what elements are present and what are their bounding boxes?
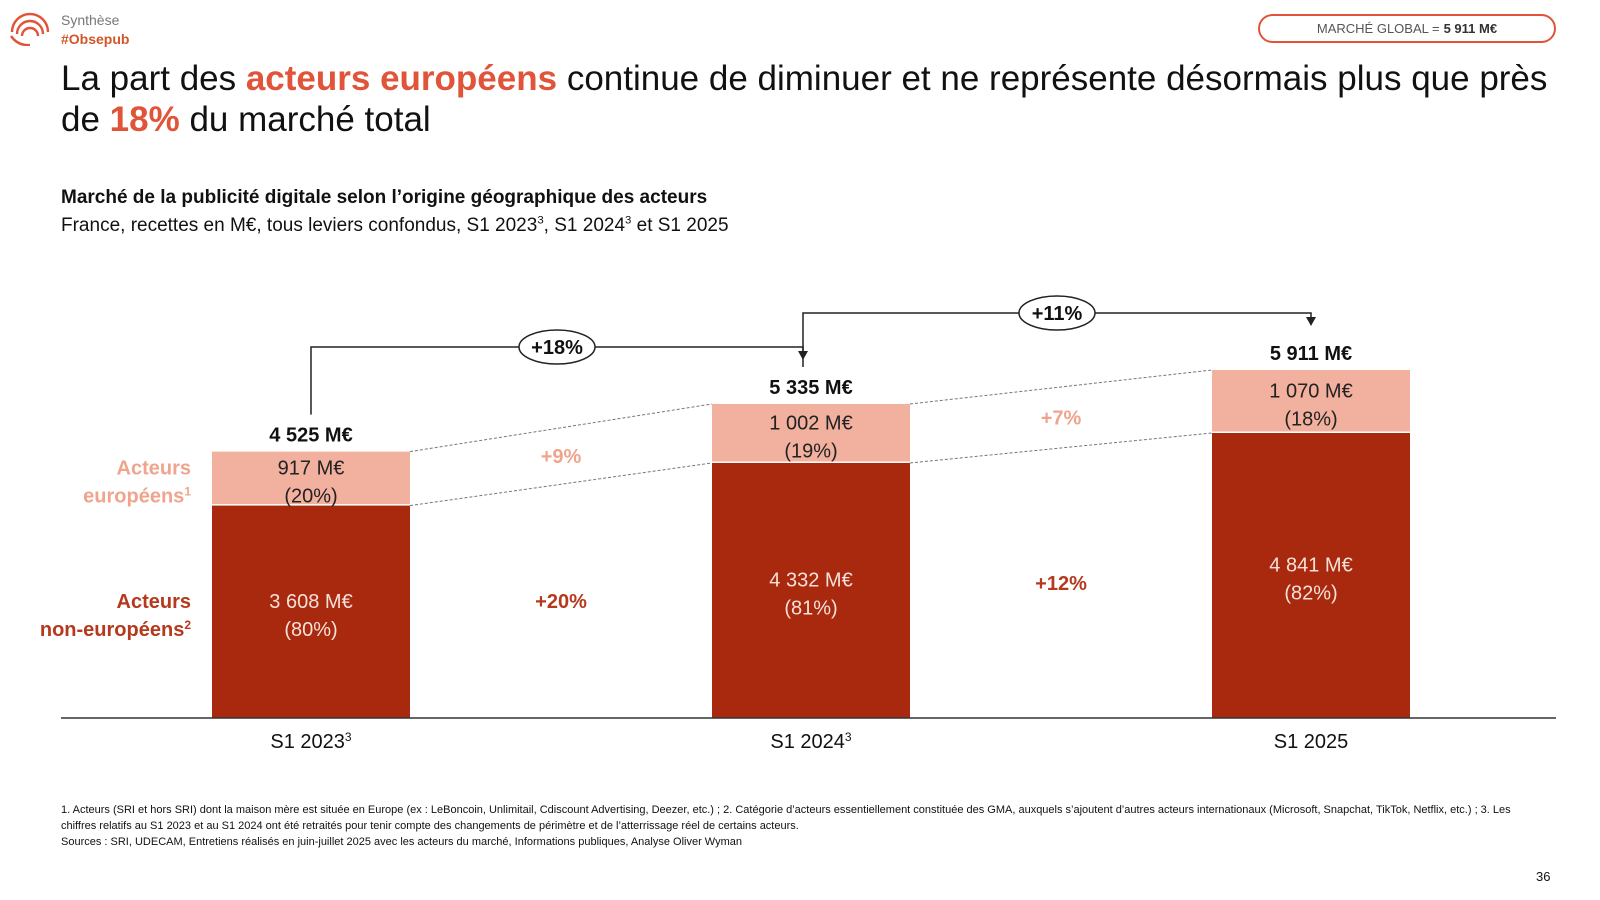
legend-non-european-label: non-européens2 [40,618,191,641]
caption-sup-2: 3 [625,214,632,227]
title-part-3: du marché total [179,100,431,139]
global-market-badge: MARCHÉ GLOBAL = 5 911 M€ [1258,14,1556,43]
non-european-share-label: (82%) [1284,582,1337,604]
non-european-value-label: 4 841 M€ [1269,554,1352,576]
bar-non-european-1 [212,505,410,718]
bar-non-european-2 [712,462,910,718]
european-share-label: (20%) [284,486,337,508]
badge-prefix: MARCHÉ GLOBAL = [1316,21,1440,36]
footnote-text: 1. Acteurs (SRI et hors SRI) dont la mai… [61,804,1511,832]
bar-european-2 [712,403,910,462]
sources-text: Sources : SRI, UDECAM, Entretiens réalis… [61,836,742,848]
growth-total-oval [1018,295,1096,331]
connector-european-top [409,403,713,453]
european-share-label: (18%) [1284,408,1337,430]
title-highlight-european: acteurs européens [245,59,558,98]
bar-european-1 [212,451,410,505]
connector-european-top [909,369,1213,405]
title-part-1: La part des [61,59,246,98]
caption-sup-1: 3 [537,214,544,227]
category-label: S1 20243 [770,730,852,753]
total-value-label: 5 335 M€ [769,377,852,399]
bar-european-3 [1212,370,1410,432]
total-value-label: 4 525 M€ [269,425,352,447]
caption-text-3: et S1 2025 [631,215,729,236]
stacked-bar-chart: 3 608 M€ (80%) 917 M€ (20%) 4 525 M€ S1 20233… [40,295,1556,753]
growth-arrow-head [1306,317,1316,326]
european-value-label: 917 M€ [278,458,345,480]
bar-non-european-3 [1212,432,1410,718]
legend-non-european-label: Acteurs [117,591,191,613]
non-european-value-label: 3 608 M€ [269,591,352,613]
legend-sup: 1 [184,485,191,499]
chart-caption: France, recettes en M€, tous leviers con… [61,215,729,237]
growth-non-european-label: +20% [535,591,587,613]
legend-european-label: Acteurs [117,458,191,480]
title-highlight-share: 18% [109,100,180,139]
non-european-share-label: (81%) [784,597,837,619]
category-sup: 3 [845,730,852,744]
connector-non-european-top [909,432,1213,464]
growth-non-european-label: +12% [1035,573,1087,595]
caption-text-1: France, recettes en M€, tous leviers con… [61,215,538,236]
section-label: Synthèse [61,12,120,28]
caption-text-2: , S1 2024 [543,215,626,236]
page-title: La part des acteurs européens continue d… [61,58,1561,140]
category-label: S1 20233 [270,730,352,753]
growth-total-label: +18% [531,337,583,359]
growth-total-label: +11% [1032,303,1083,325]
growth-european-label: +7% [1041,407,1082,429]
badge-value: 5 911 M€ [1443,21,1498,36]
growth-total-oval [518,329,596,365]
page-number: 36 [1536,869,1551,884]
hashtag-label: #Obsepub [61,31,130,47]
obsepub-logo-icon [10,12,50,46]
legend-european-label: européens1 [83,485,191,508]
category-label: S1 2025 [1274,731,1349,753]
title-part-2: continue de diminuer et ne représente dé… [61,59,1548,139]
european-share-label: (19%) [784,440,837,462]
footnotes: 1. Acteurs (SRI et hors SRI) dont la mai… [61,802,1541,850]
european-value-label: 1 002 M€ [769,412,852,434]
european-value-label: 1 070 M€ [1269,380,1352,402]
growth-european-label: +9% [541,446,582,468]
total-value-label: 5 911 M€ [1270,343,1352,365]
non-european-share-label: (80%) [284,619,337,641]
chart-subtitle: Marché de la publicité digitale selon l’… [61,187,708,208]
brand-block: Synthèse #Obsepub [61,11,129,49]
non-european-value-label: 4 332 M€ [769,569,852,591]
connector-non-european-top [409,462,713,507]
legend-sup: 2 [184,618,191,632]
category-sup: 3 [345,730,352,744]
